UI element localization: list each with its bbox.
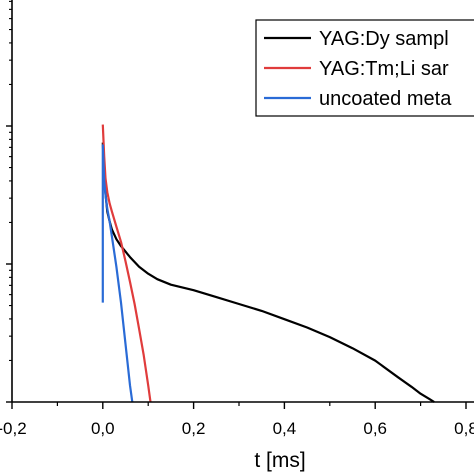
x-tick-label: 0,2 (182, 419, 206, 438)
series-line-3 (101, 144, 134, 403)
x-ticks: -0,2 0,0 0,2 0,4 0,6 0,8 (0, 402, 474, 438)
legend: YAG:Dy sampl YAG:Tm;Li sar uncoated meta (255, 19, 474, 117)
legend-entry-label: YAG:Tm;Li sar (319, 58, 449, 80)
legend-entry-label: uncoated meta (319, 88, 452, 110)
plot-lines (101, 124, 435, 403)
series-line-2 (101, 124, 152, 403)
x-tick-label: 0,6 (363, 419, 387, 438)
plot-frame (11, 0, 474, 403)
x-tick-label: -0,2 (0, 419, 27, 438)
legend-entry-label: YAG:Dy sampl (319, 28, 449, 50)
x-tick-label: 0,4 (273, 419, 297, 438)
x-axis-label: t [ms] (254, 449, 305, 472)
y-ticks (6, 0, 12, 403)
x-tick-label: 0,8 (454, 419, 474, 438)
x-tick-label: 0,0 (91, 419, 115, 438)
